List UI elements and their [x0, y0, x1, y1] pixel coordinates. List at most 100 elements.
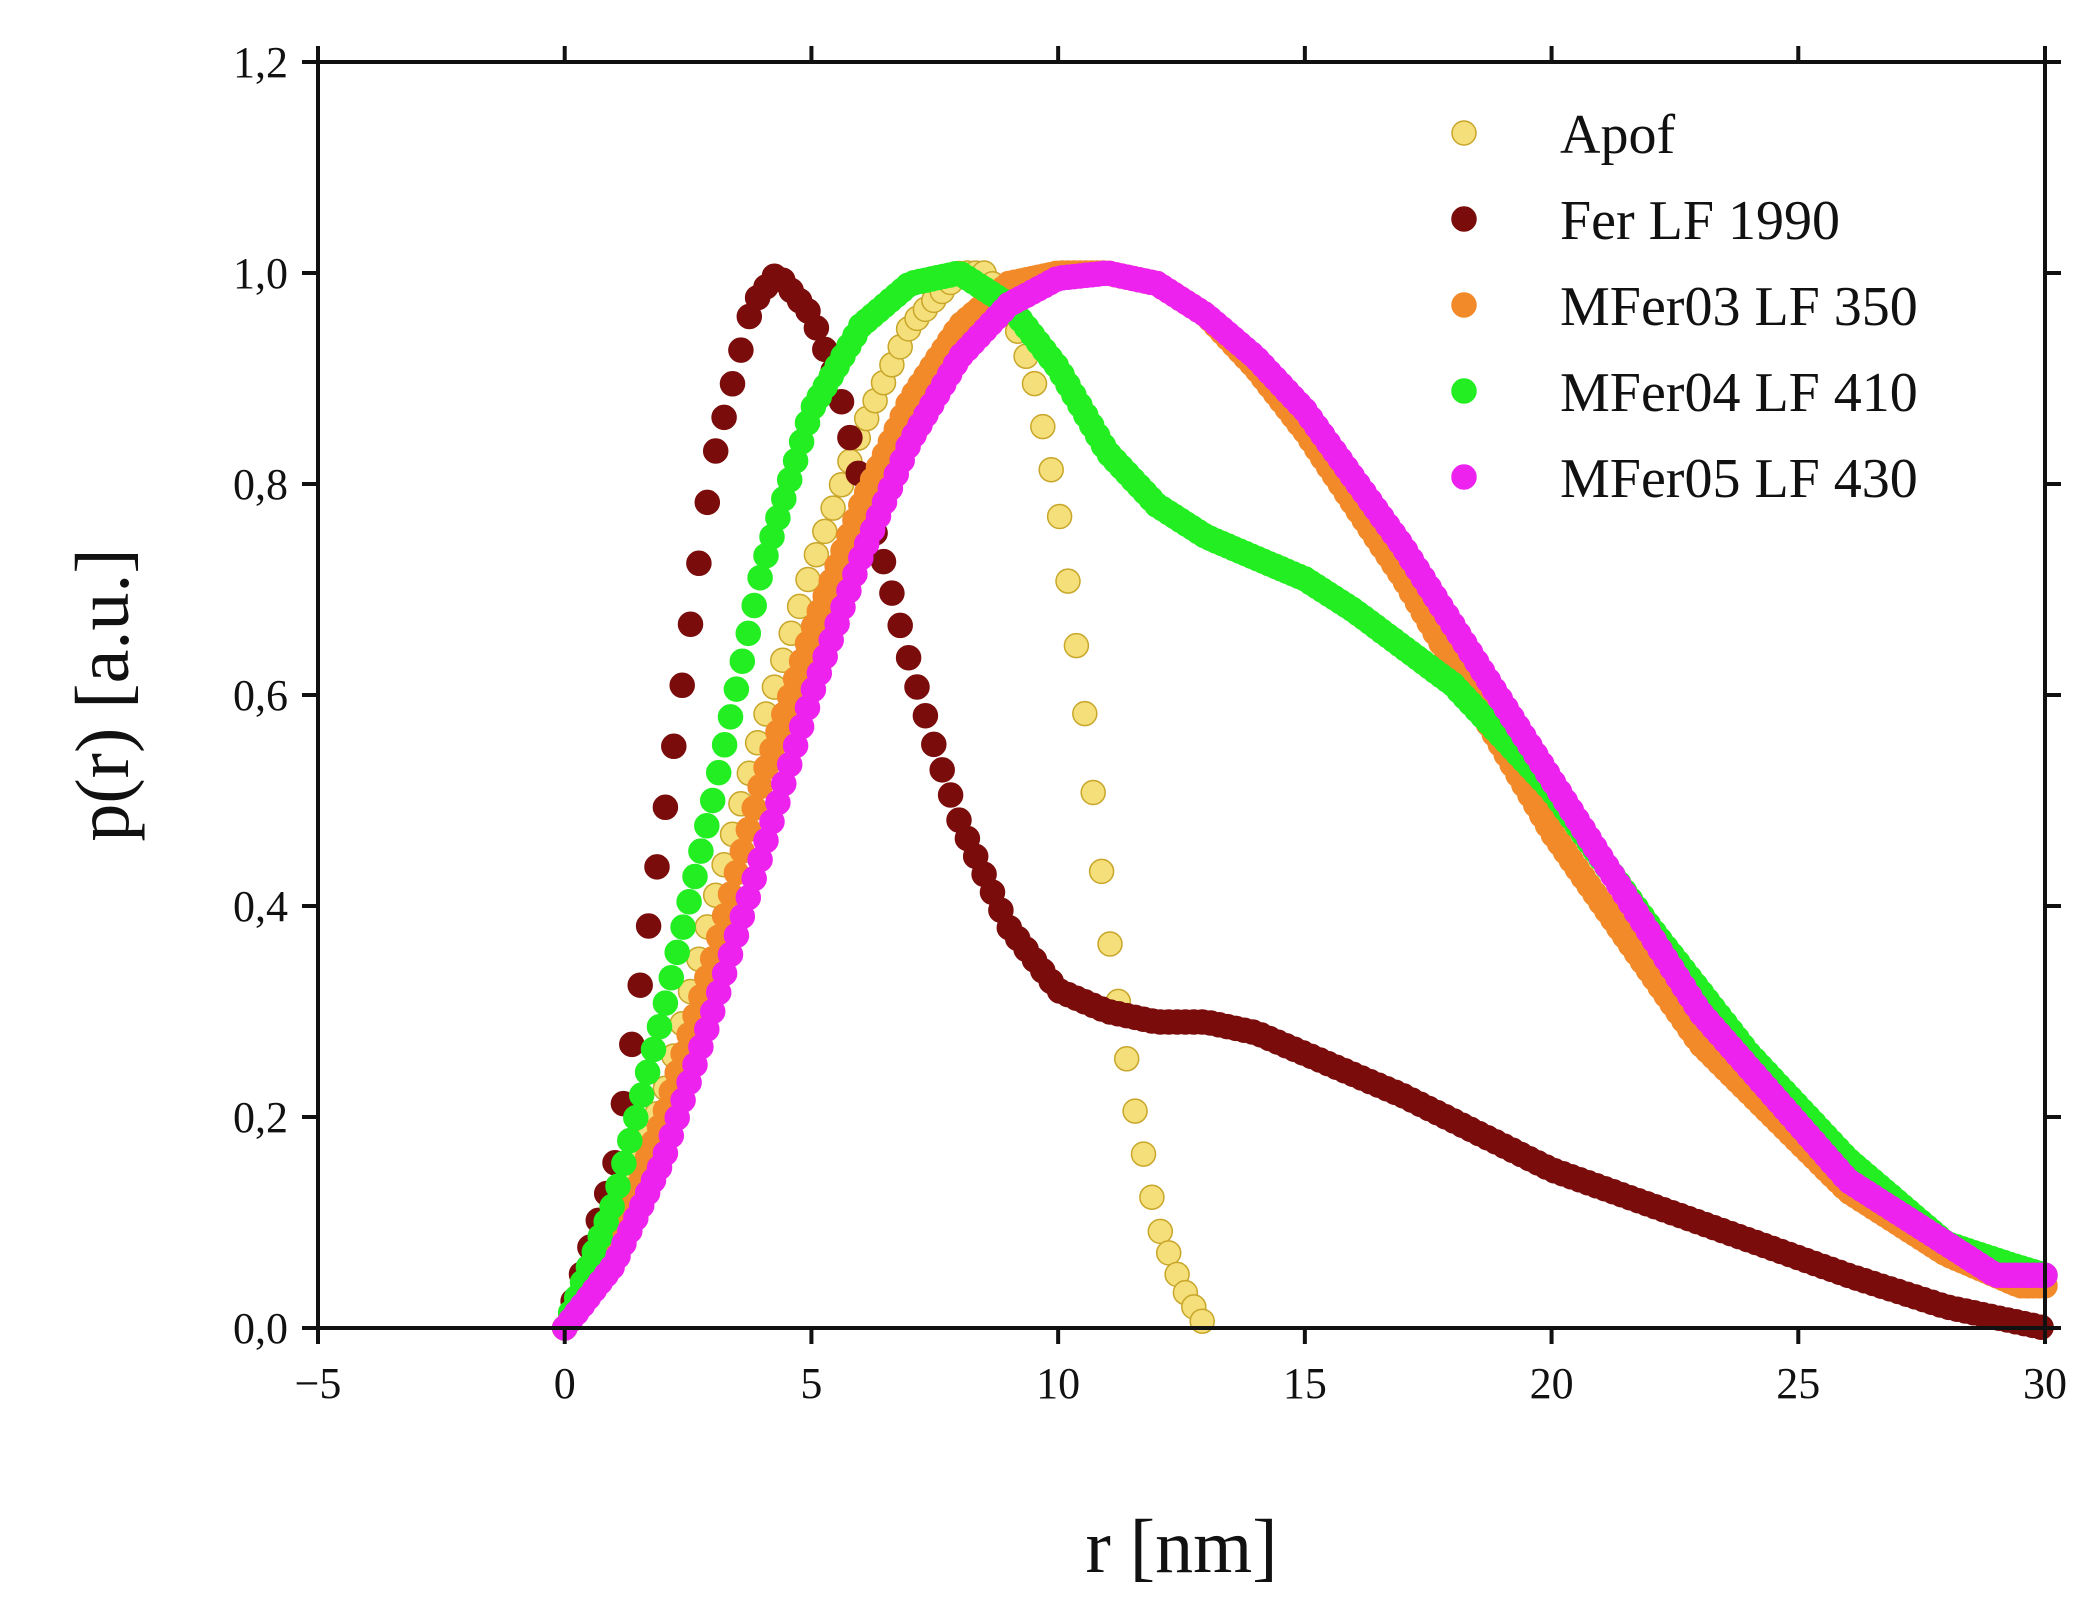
x-axis-label: r [nm] [1085, 1505, 1277, 1589]
data-point [652, 990, 679, 1016]
x-tick-label: 15 [1283, 1359, 1327, 1408]
y-tick-label: 0,0 [233, 1304, 288, 1353]
data-point [1088, 858, 1115, 885]
data-point [702, 438, 729, 464]
data-point [728, 337, 754, 363]
data-point [921, 731, 947, 758]
data-point [661, 733, 687, 760]
data-point [729, 648, 756, 674]
data-point [628, 1082, 655, 1108]
legend-marker [1451, 120, 1477, 146]
x-tick-label: 30 [2023, 1359, 2067, 1408]
y-tick-label: 0,8 [233, 460, 288, 509]
x-tick-label: 20 [1530, 1359, 1574, 1408]
data-point [837, 424, 863, 451]
data-point [652, 794, 679, 821]
data-point [1055, 568, 1081, 594]
data-point [640, 1036, 667, 1063]
data-point [717, 704, 744, 730]
data-point [1063, 632, 1090, 659]
data-point [669, 672, 695, 699]
data-point [1113, 1046, 1140, 1072]
data-point [605, 1173, 631, 1199]
axis-ticks: −5 0 5 10 15 20 25 30 0,0 0,2 0,4 0,6 0,8 1,0 1,2 [233, 38, 2067, 1408]
data-point [1038, 456, 1064, 483]
data-point [711, 732, 738, 758]
data-point [1097, 931, 1123, 957]
y-axis-label: p(r) [a.u.] [61, 548, 145, 841]
data-point [719, 371, 746, 397]
data-point [623, 1105, 649, 1131]
legend-marker [1451, 292, 1477, 318]
data-point [1072, 700, 1098, 727]
x-tick-label: 10 [1036, 1359, 1080, 1408]
data-point [658, 964, 685, 991]
data-point [711, 404, 737, 431]
y-tick-label: 0,4 [233, 882, 288, 931]
data-point [1147, 1218, 1174, 1245]
x-tick-label: 25 [1776, 1359, 1820, 1408]
data-point [664, 939, 690, 966]
data-point [887, 612, 913, 639]
data-point [705, 759, 732, 786]
x-tick-label: 0 [554, 1359, 576, 1408]
data-point [644, 854, 670, 880]
data-point [937, 782, 964, 808]
data-point [1021, 370, 1048, 397]
data-point [735, 620, 762, 647]
data-point [694, 489, 721, 516]
legend-label: MFer05 LF 430 [1560, 448, 1918, 510]
data-point [904, 674, 930, 700]
data-point [677, 611, 704, 638]
data-point [699, 787, 726, 814]
data-marks [551, 260, 2058, 1341]
legend-label: MFer03 LF 350 [1560, 276, 1918, 338]
data-point [1155, 1240, 1182, 1266]
data-point [747, 564, 773, 591]
data-point [912, 702, 939, 729]
data-point [1139, 1184, 1165, 1210]
series-1 [551, 263, 2054, 1341]
data-point [646, 1013, 673, 1040]
legend-label: Apof [1560, 104, 1675, 166]
data-point [1122, 1098, 1148, 1124]
y-tick-label: 0,6 [233, 671, 288, 720]
legend-label: Fer LF 1990 [1560, 190, 1840, 252]
data-point [879, 580, 905, 606]
data-point [895, 644, 922, 671]
x-tick-label: 5 [800, 1359, 822, 1408]
data-point [1130, 1141, 1157, 1167]
data-point [803, 315, 830, 341]
y-tick-label: 1,0 [233, 249, 288, 298]
data-point [1080, 779, 1106, 806]
data-point [688, 838, 714, 864]
data-point [634, 1059, 661, 1086]
data-point [803, 541, 830, 568]
data-point [723, 676, 750, 702]
data-point [611, 1150, 637, 1177]
data-point [741, 592, 767, 619]
data-point [929, 757, 955, 783]
data-point [670, 914, 696, 940]
legend-label: MFer04 LF 410 [1560, 362, 1918, 424]
data-point [619, 1031, 645, 1058]
data-point [1046, 503, 1073, 530]
y-tick-label: 1,2 [233, 38, 288, 87]
data-point [635, 913, 662, 939]
y-tick-label: 0,2 [233, 1093, 288, 1142]
data-point [627, 972, 653, 998]
data-point [694, 813, 720, 839]
legend-marker [1451, 206, 1477, 232]
legend-marker [1451, 464, 1477, 490]
data-point [1030, 413, 1056, 440]
data-point [617, 1127, 643, 1154]
data-point [820, 495, 846, 521]
data-point [812, 518, 838, 545]
legend-marker [1451, 378, 1477, 404]
data-point [676, 889, 702, 915]
x-tick-label: −5 [295, 1359, 342, 1408]
data-point [682, 863, 708, 890]
data-point [686, 550, 712, 577]
legend: Apof Fer LF 1990 MFer03 LF 350 MFer04 LF 41… [1451, 104, 1918, 510]
